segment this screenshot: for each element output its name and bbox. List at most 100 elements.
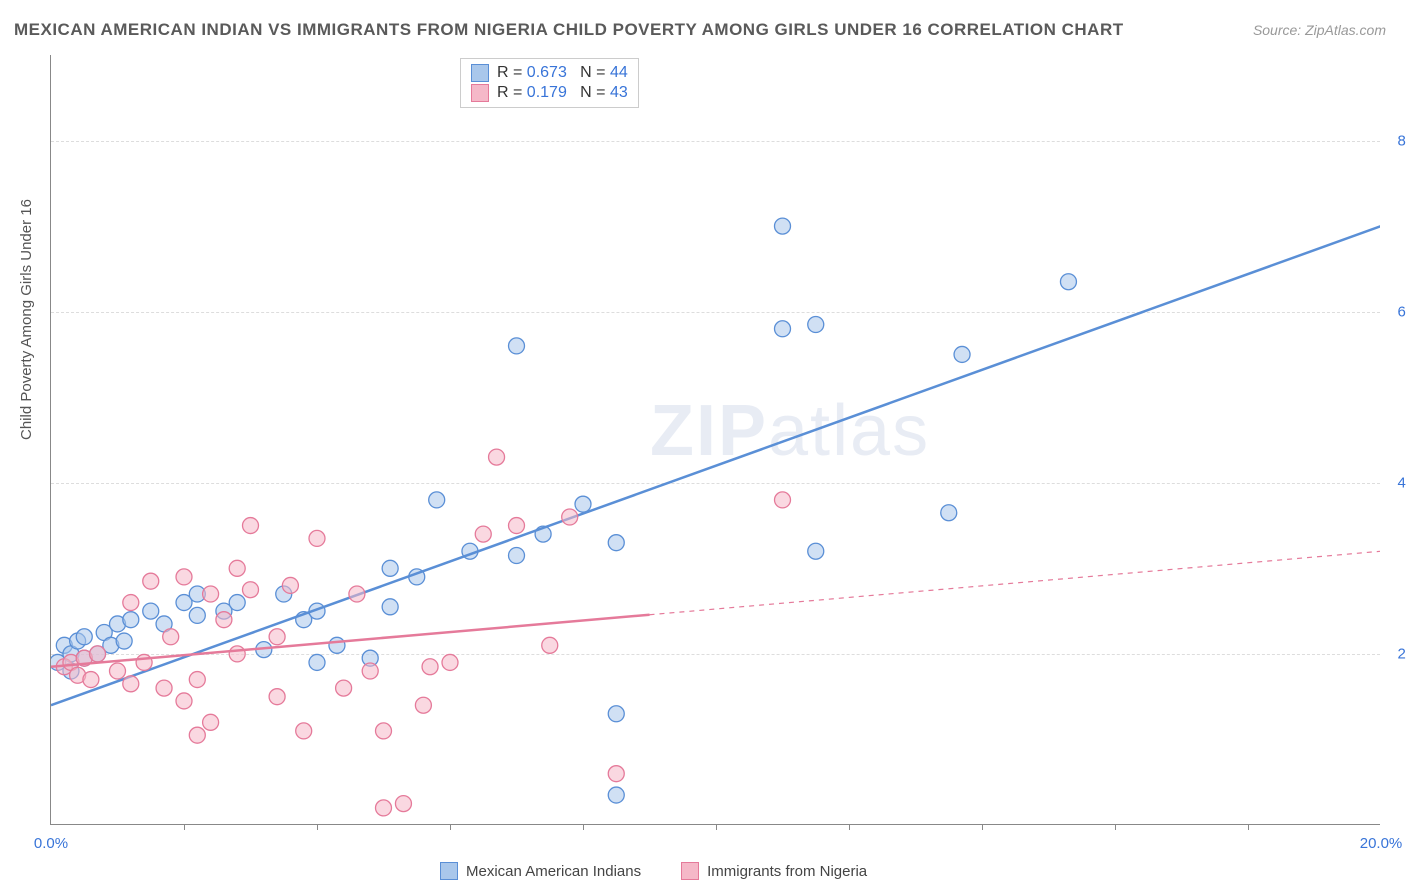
legend-swatch — [471, 64, 489, 82]
y-tick-label: 40.0% — [1397, 474, 1406, 491]
x-tick-mark — [450, 824, 451, 830]
legend-stat-text: R = 0.673 N = 44 — [497, 64, 628, 82]
legend-swatch — [681, 862, 699, 880]
data-point — [422, 659, 438, 675]
data-point — [415, 697, 431, 713]
data-point — [123, 595, 139, 611]
x-tick-label: 20.0% — [1360, 835, 1403, 852]
data-point — [143, 573, 159, 589]
data-point — [76, 629, 92, 645]
series-legend: Mexican American Indians Immigrants from … — [440, 862, 867, 880]
data-point — [189, 607, 205, 623]
data-point — [229, 560, 245, 576]
data-point — [243, 518, 259, 534]
legend-swatch — [471, 84, 489, 102]
legend-swatch — [440, 862, 458, 880]
data-point — [489, 449, 505, 465]
data-point — [116, 633, 132, 649]
x-tick-mark — [184, 824, 185, 830]
data-point — [176, 693, 192, 709]
data-point — [382, 599, 398, 615]
x-tick-mark — [982, 824, 983, 830]
data-point — [203, 714, 219, 730]
data-point — [189, 727, 205, 743]
data-point — [349, 586, 365, 602]
x-tick-mark — [583, 824, 584, 830]
data-point — [382, 560, 398, 576]
data-point — [136, 654, 152, 670]
data-point — [775, 218, 791, 234]
data-point — [376, 723, 392, 739]
y-tick-label: 20.0% — [1397, 645, 1406, 662]
data-point — [282, 577, 298, 593]
data-point — [376, 800, 392, 816]
data-point — [562, 509, 578, 525]
data-point — [216, 612, 232, 628]
data-point — [475, 526, 491, 542]
series-legend-item: Immigrants from Nigeria — [681, 862, 867, 880]
data-point — [229, 646, 245, 662]
data-point — [176, 569, 192, 585]
data-point — [309, 530, 325, 546]
data-point — [296, 723, 312, 739]
data-point — [509, 518, 525, 534]
correlation-legend: R = 0.673 N = 44 R = 0.179 N = 43 — [460, 58, 639, 108]
chart-plot-area: 20.0%40.0%60.0%80.0%0.0%20.0% — [50, 55, 1380, 825]
data-point — [269, 629, 285, 645]
y-tick-label: 80.0% — [1397, 132, 1406, 149]
data-point — [429, 492, 445, 508]
data-point — [542, 637, 558, 653]
data-point — [608, 787, 624, 803]
data-point — [608, 706, 624, 722]
source-attribution: Source: ZipAtlas.com — [1253, 22, 1386, 38]
data-point — [83, 672, 99, 688]
regression-line-dashed — [650, 551, 1381, 615]
data-point — [329, 637, 345, 653]
data-point — [808, 543, 824, 559]
data-point — [608, 766, 624, 782]
y-tick-label: 60.0% — [1397, 303, 1406, 320]
x-tick-label: 0.0% — [34, 835, 68, 852]
x-tick-mark — [1248, 824, 1249, 830]
data-point — [90, 646, 106, 662]
data-point — [808, 317, 824, 333]
data-point — [509, 338, 525, 354]
x-tick-mark — [1115, 824, 1116, 830]
data-point — [156, 680, 172, 696]
x-tick-mark — [849, 824, 850, 830]
data-point — [243, 582, 259, 598]
data-point — [775, 492, 791, 508]
data-point — [954, 346, 970, 362]
data-point — [1060, 274, 1076, 290]
series-name: Immigrants from Nigeria — [707, 863, 867, 880]
data-point — [189, 672, 205, 688]
data-point — [163, 629, 179, 645]
data-point — [575, 496, 591, 512]
x-tick-mark — [317, 824, 318, 830]
x-tick-mark — [716, 824, 717, 830]
data-point — [362, 663, 378, 679]
data-point — [395, 796, 411, 812]
data-point — [110, 663, 126, 679]
data-point — [203, 586, 219, 602]
data-point — [608, 535, 624, 551]
data-point — [509, 548, 525, 564]
legend-stat-row: R = 0.179 N = 43 — [471, 83, 628, 103]
data-point — [123, 676, 139, 692]
data-point — [123, 612, 139, 628]
scatter-svg — [51, 55, 1380, 824]
data-point — [143, 603, 159, 619]
data-point — [442, 654, 458, 670]
regression-line — [51, 226, 1380, 705]
series-legend-item: Mexican American Indians — [440, 862, 641, 880]
data-point — [269, 689, 285, 705]
chart-title: MEXICAN AMERICAN INDIAN VS IMMIGRANTS FR… — [14, 20, 1124, 40]
y-axis-label: Child Poverty Among Girls Under 16 — [18, 199, 35, 440]
legend-stat-text: R = 0.179 N = 43 — [497, 84, 628, 102]
data-point — [941, 505, 957, 521]
data-point — [309, 654, 325, 670]
data-point — [336, 680, 352, 696]
data-point — [229, 595, 245, 611]
regression-line — [51, 615, 650, 667]
data-point — [775, 321, 791, 337]
